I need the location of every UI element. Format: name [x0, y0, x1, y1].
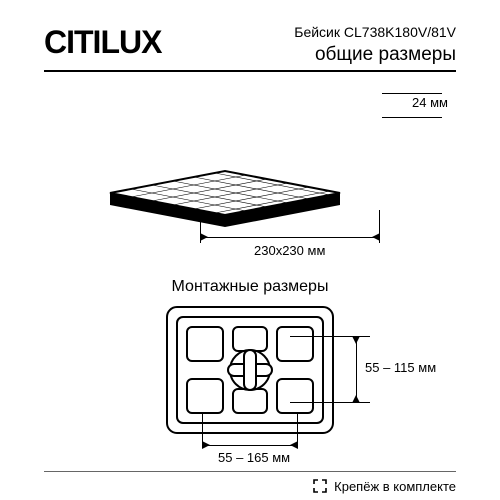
- model-prefix: Бейсик: [294, 24, 344, 40]
- dim-fp-label: 230x230 мм: [252, 243, 327, 258]
- mount-dim-r-label: 55 – 115 мм: [365, 360, 436, 375]
- mount-dim-b-label: 55 – 165 мм: [218, 450, 290, 465]
- panel-isometric: [75, 85, 355, 230]
- mount-dim-r-value: 55 – 115: [365, 360, 415, 375]
- mount-dim-b-value: 55 – 165: [218, 450, 269, 465]
- dim-footprint: 230x230 мм: [200, 225, 380, 265]
- footer-divider: [44, 471, 456, 472]
- mount-dim-r-unit: мм: [418, 360, 436, 375]
- center-slot-v: [244, 350, 256, 390]
- mount-dim-b-arrow-l: [202, 441, 210, 449]
- mount-dim-b-line: [202, 445, 298, 446]
- bracket-icon: [312, 478, 328, 494]
- dim-fp-unit: мм: [308, 243, 326, 258]
- model-number: Бейсик CL738K180V/81V: [294, 24, 456, 40]
- model-code: CL738K180V/81V: [344, 24, 456, 40]
- dim-fp-arrow-l: [200, 233, 208, 241]
- dim-height-value: 24: [412, 95, 426, 110]
- dim-height-ext2: [382, 117, 442, 118]
- mount-dim-r-line: [356, 336, 357, 403]
- mount-dim-b-unit: мм: [272, 450, 290, 465]
- page-title: общие размеры: [315, 44, 456, 66]
- dim-height-ext1: [382, 93, 442, 94]
- footer-text: Крепёж в комплекте: [334, 479, 456, 494]
- dim-height-label: 24 мм: [412, 95, 448, 110]
- dim-fp-arrow-r: [372, 233, 380, 241]
- footer-note: Крепёж в комплекте: [312, 478, 456, 494]
- header-divider: [44, 70, 456, 72]
- dim-fp-value: 230x230: [254, 243, 304, 258]
- mount-plate: [165, 305, 335, 435]
- mount-dim-b-arrow-r: [290, 441, 298, 449]
- brand-logo: CITILUX: [44, 24, 161, 61]
- dim-fp-line: [200, 237, 380, 238]
- mount-title: Монтажные размеры: [0, 278, 500, 296]
- dim-height-unit: мм: [430, 95, 448, 110]
- mount-dim-r-arrow-d: [352, 395, 360, 403]
- mount-dim-r-arrow-u: [352, 336, 360, 344]
- header: CITILUX Бейсик CL738K180V/81V общие разм…: [44, 20, 456, 72]
